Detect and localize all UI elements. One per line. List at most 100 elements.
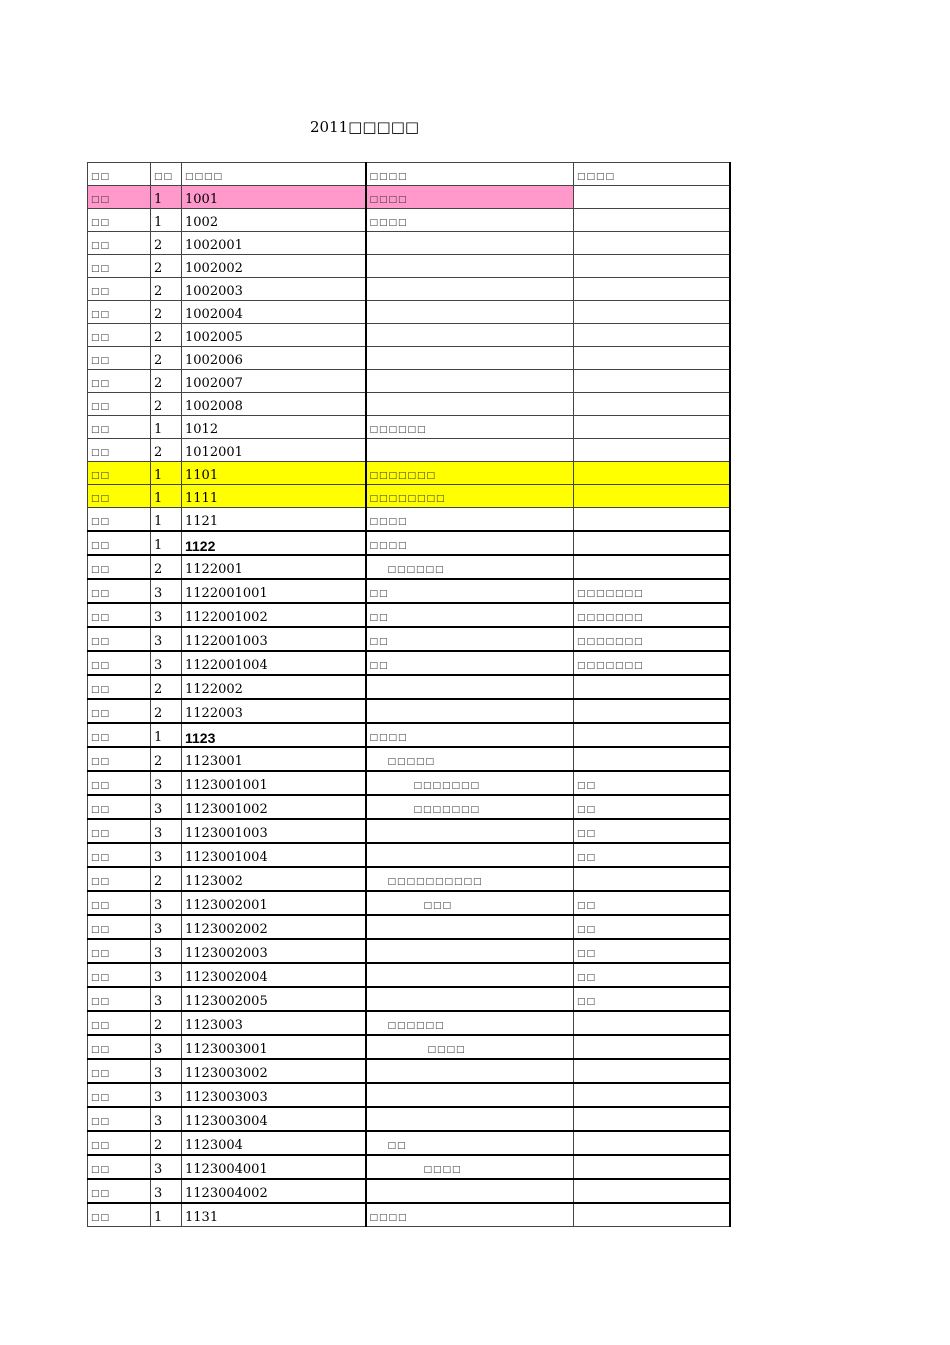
name-cell: □□□□ <box>364 1202 574 1227</box>
note-cell <box>573 300 731 324</box>
code-cell: 1123001002 <box>181 794 366 820</box>
code-cell: 1123002 <box>181 866 366 892</box>
note-cell <box>573 530 731 556</box>
type-cell: □□ <box>87 674 151 700</box>
table-row: □□ 3 1123003004 <box>87 1106 731 1132</box>
level-cell: 2 <box>150 392 182 416</box>
type-cell: □□ <box>87 986 151 1012</box>
note-cell <box>573 484 731 508</box>
note-cell <box>573 208 731 232</box>
code-cell: 1012001 <box>181 438 366 462</box>
table-row: □□ 3 1123002005 □□ <box>87 986 731 1012</box>
level-cell: 1 <box>150 530 182 556</box>
type-cell: □□ <box>87 484 151 508</box>
note-cell <box>573 323 731 347</box>
level-cell: 3 <box>150 1178 182 1204</box>
table-row: □□ 3 1123001001 □□□□□□□ □□ <box>87 770 731 796</box>
note-cell: □□ <box>573 842 731 868</box>
note-cell <box>573 698 731 724</box>
name-cell <box>364 818 574 844</box>
code-cell: 1122001002 <box>181 602 366 628</box>
note-cell: □□ <box>573 770 731 796</box>
level-cell: 2 <box>150 300 182 324</box>
note-cell: □□ <box>573 914 731 940</box>
level-cell: 3 <box>150 578 182 604</box>
note-cell <box>573 1202 731 1227</box>
note-cell <box>573 231 731 255</box>
type-cell: □□ <box>87 1058 151 1084</box>
level-cell: 2 <box>150 323 182 347</box>
code-cell: 1123003 <box>181 1010 366 1036</box>
table-row: □□ 3 1122001003 □□ □□□□□□□ <box>87 626 731 652</box>
code-cell: 1122002 <box>181 674 366 700</box>
level-cell: 1 <box>150 507 182 532</box>
table-row: □□ 3 1123001002 □□□□□□□ □□ <box>87 794 731 820</box>
code-cell: 1111 <box>181 484 366 508</box>
note-cell <box>573 1034 731 1060</box>
level-cell: 1 <box>150 185 182 209</box>
level-cell: 3 <box>150 1034 182 1060</box>
level-cell: 3 <box>150 1154 182 1180</box>
note-cell <box>573 277 731 301</box>
code-cell: 1123002004 <box>181 962 366 988</box>
type-cell: □□ <box>87 1106 151 1132</box>
code-cell: 1123004001 <box>181 1154 366 1180</box>
header-cell: □□□□ <box>181 162 366 186</box>
code-cell: 1002004 <box>181 300 366 324</box>
note-cell <box>573 185 731 209</box>
type-cell: □□ <box>87 231 151 255</box>
note-cell <box>573 461 731 485</box>
name-cell: □□□□ <box>364 185 574 209</box>
level-cell: 2 <box>150 369 182 393</box>
type-cell: □□ <box>87 938 151 964</box>
table-row: □□ 1 1121 □□□□ <box>87 507 731 532</box>
code-cell: 1123002001 <box>181 890 366 916</box>
code-cell: 1123001001 <box>181 770 366 796</box>
table-row: □□ 3 1123002001 □□□ □□ <box>87 890 731 916</box>
code-cell: 1123001004 <box>181 842 366 868</box>
type-cell: □□ <box>87 1154 151 1180</box>
code-cell: 1001 <box>181 185 366 209</box>
name-cell <box>364 277 574 301</box>
name-cell: □□□□□□ <box>364 554 574 580</box>
table-row: □□ 2 1123004 □□ <box>87 1130 731 1156</box>
code-cell: 1122003 <box>181 698 366 724</box>
code-cell: 1002 <box>181 208 366 232</box>
level-cell: 2 <box>150 438 182 462</box>
header-cell: □□□□ <box>364 162 574 186</box>
code-cell: 1002001 <box>181 231 366 255</box>
level-cell: 3 <box>150 770 182 796</box>
level-cell: 1 <box>150 722 182 748</box>
table-row: □□ 3 1123002004 □□ <box>87 962 731 988</box>
type-cell: □□ <box>87 890 151 916</box>
level-cell: 2 <box>150 231 182 255</box>
name-cell <box>364 842 574 868</box>
name-cell <box>364 346 574 370</box>
note-cell: □□ <box>573 794 731 820</box>
code-cell: 1122001 <box>181 554 366 580</box>
type-cell: □□ <box>87 438 151 462</box>
table-row: □□ 2 1122002 <box>87 674 731 700</box>
name-cell: □□□□ <box>364 208 574 232</box>
name-cell: □□□□□□□ <box>364 461 574 485</box>
header-cell: □□ <box>150 162 182 186</box>
type-cell: □□ <box>87 962 151 988</box>
note-cell: □□□□□□□ <box>573 650 731 676</box>
table-row: □□ 2 1002004 <box>87 300 731 324</box>
type-cell: □□ <box>87 369 151 393</box>
level-cell: 2 <box>150 866 182 892</box>
name-cell <box>364 914 574 940</box>
name-cell <box>364 938 574 964</box>
name-cell: □□ <box>364 626 574 652</box>
code-cell: 1123002002 <box>181 914 366 940</box>
note-cell <box>573 1154 731 1180</box>
table-row: □□ 2 1123003 □□□□□□ <box>87 1010 731 1036</box>
code-cell: 1123001 <box>181 746 366 772</box>
note-cell <box>573 415 731 439</box>
name-cell: □□□□□ <box>364 746 574 772</box>
note-cell <box>573 866 731 892</box>
table-row: □□ 3 1123001004 □□ <box>87 842 731 868</box>
level-cell: 1 <box>150 484 182 508</box>
code-cell: 1123004002 <box>181 1178 366 1204</box>
type-cell: □□ <box>87 1178 151 1204</box>
